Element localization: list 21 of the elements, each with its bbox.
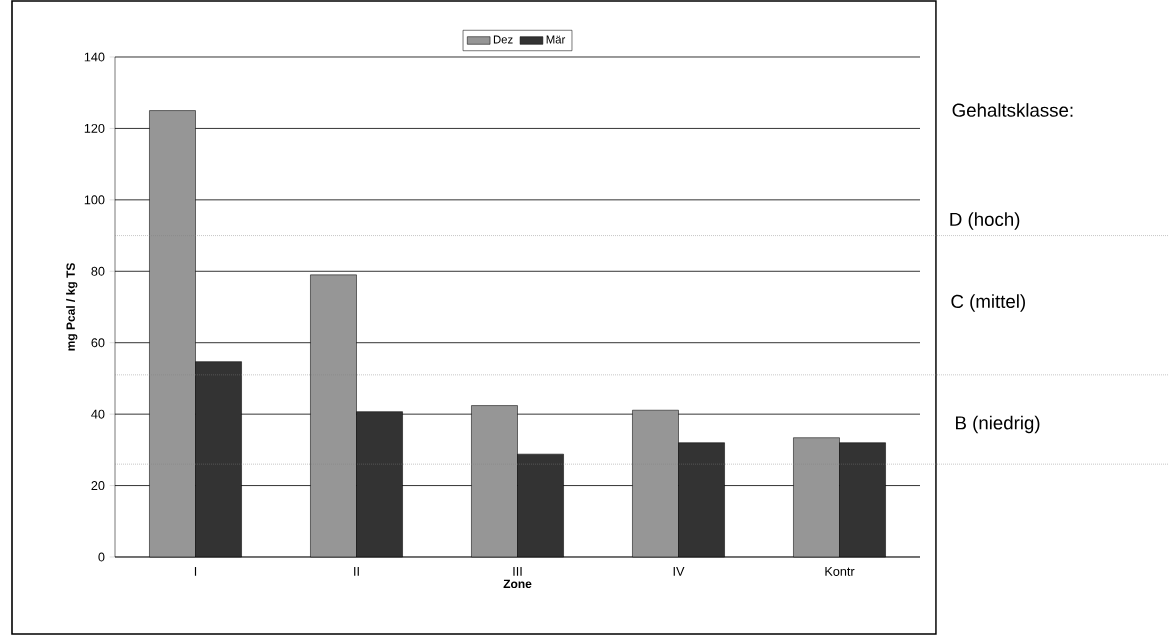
x-axis-title: Zone (503, 579, 532, 589)
y-axis-title: mg Pcal / kg TS (66, 263, 78, 351)
y-tick-label: 20 (91, 481, 105, 491)
x-tick-label: III (513, 567, 522, 576)
x-tick-label: Kontr (825, 567, 855, 576)
legend-label: Mär (546, 35, 566, 44)
y-tick-label: 100 (84, 195, 105, 205)
y-tick-label: 0 (98, 552, 105, 562)
y-tick-label: 140 (84, 52, 105, 62)
x-tick-label: II (354, 567, 359, 576)
x-tick-label: I (194, 567, 197, 576)
legend-label: Dez (493, 35, 513, 44)
y-tick-label: 120 (84, 123, 105, 133)
y-tick-label: 80 (91, 266, 105, 276)
text: D (hoch) (950, 212, 1020, 230)
y-tick-label: 60 (91, 338, 105, 348)
text: Gehaltsklasse: (952, 103, 1073, 117)
x-tick-label: IV (673, 567, 685, 576)
text: B (niedrig) (956, 415, 1040, 434)
y-tick-label: 40 (91, 409, 105, 419)
text: C (mittel) (951, 294, 1025, 312)
